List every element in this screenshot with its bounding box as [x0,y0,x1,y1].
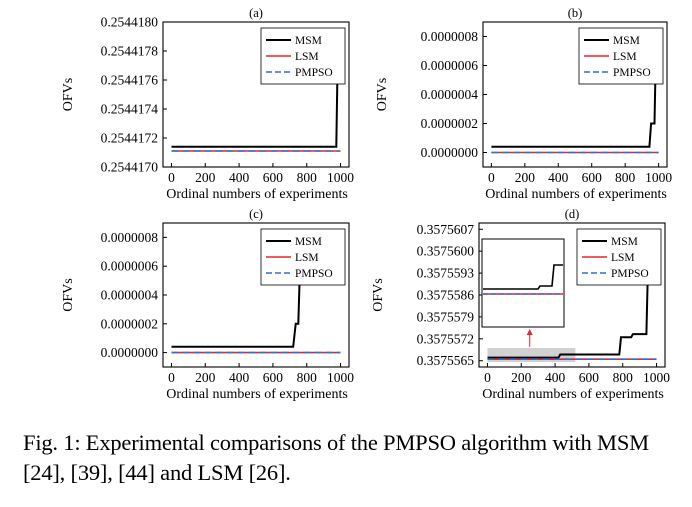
x-tick-label: 600 [263,170,284,185]
plot-frame [482,21,668,168]
x-axis-label: Ordinal numbers of experiments [485,187,667,202]
chart-panel: (d) 0 200 400 600 800 1000 0.3575565 0.3575572 0.… [371,207,670,402]
legend-label: PMPSO [611,268,649,280]
panel-label: (b) [568,6,583,20]
legend-label: MSM [295,236,322,248]
y-tick-label: 0.3575600 [417,244,475,259]
y-axis-label: OFVs [61,278,76,311]
x-axis-label: Ordinal numbers of experiments [166,387,348,402]
chart-panel: (c) 0 200 400 600 800 1000 0.0000000 0.0000002 0.… [61,207,354,402]
y-tick-label: 0.0000002 [101,316,158,331]
y-tick-label: 0.0000008 [101,230,159,245]
x-tick-label: 0 [168,370,175,385]
y-tick-label: 0.3575593 [417,266,475,281]
y-tick-label: 0.3575579 [417,309,475,324]
x-tick-label: 600 [579,370,600,385]
y-tick-label: 0.2544176 [101,73,159,88]
y-tick-label: 0.2544174 [101,102,159,117]
x-tick-label: 0 [488,170,495,185]
figure-canvas: (a) 0 200 400 600 800 1000 0.2544170 0.2544172 0.… [61,6,672,402]
zoom-arrow-head [526,329,533,335]
x-tick-label: 1000 [327,170,354,185]
x-tick-label: 1000 [327,370,354,385]
x-tick-label: 200 [511,370,532,385]
x-tick-label: 800 [297,170,318,185]
x-tick-label: 800 [297,370,318,385]
x-tick-label: 400 [229,370,250,385]
x-tick-label: 200 [195,170,216,185]
y-tick-label: 0.2544178 [101,44,159,59]
y-axis-label: OFVs [371,278,386,311]
inset-box [481,238,565,328]
y-tick-label: 0.2544180 [101,15,159,30]
x-axis-label: Ordinal numbers of experiments [482,387,664,402]
x-tick-label: 200 [515,170,536,185]
y-tick-label: 0.0000004 [421,87,479,102]
x-tick-label: 400 [229,170,250,185]
legend-label: PMPSO [295,67,333,79]
y-tick-label: 0.3575565 [417,353,475,368]
y-tick-label: 0.3575586 [417,288,475,303]
chart-panel: (b) 0 200 400 600 800 1000 0.0000000 0.0000002 0.… [375,6,672,202]
y-tick-label: 0.2544170 [101,160,159,175]
y-tick-label: 0.3575572 [417,331,474,346]
legend-label: LSM [611,252,635,264]
x-tick-label: 400 [548,170,569,185]
plot-frame [478,222,666,368]
legend-label: PMPSO [295,268,333,280]
legend-label: LSM [295,252,319,264]
y-axis-label: OFVs [375,78,390,111]
x-tick-label: 800 [615,170,636,185]
legend-label: PMPSO [613,67,651,79]
plot-frame [162,222,350,368]
y-tick-label: 0.0000004 [101,288,159,303]
x-tick-label: 200 [195,370,216,385]
x-tick-label: 0 [484,370,491,385]
y-tick-label: 0.3575607 [417,222,475,237]
plot-frame [162,21,350,168]
inset-msm-line [483,264,563,290]
x-axis-label: Ordinal numbers of experiments [166,187,348,202]
x-tick-label: 1000 [643,370,670,385]
y-tick-label: 0.0000000 [421,145,479,160]
y-tick-label: 0.0000006 [101,259,159,274]
x-tick-label: 400 [545,370,566,385]
legend-label: LSM [295,51,319,63]
legend-label: MSM [611,236,638,248]
panel-label: (d) [565,207,580,221]
x-tick-label: 800 [613,370,634,385]
y-tick-label: 0.0000006 [421,58,479,73]
legend-label: MSM [613,35,640,47]
x-tick-label: 0 [168,170,175,185]
x-tick-label: 600 [263,370,284,385]
legend-label: LSM [613,51,637,63]
legend-label: MSM [295,35,322,47]
y-tick-label: 0.2544172 [101,131,158,146]
x-tick-label: 1000 [645,170,672,185]
chart-panel: (a) 0 200 400 600 800 1000 0.2544170 0.2544172 0.… [61,6,354,202]
figure-caption: Fig. 1: Experimental comparisons of the … [23,430,649,485]
y-tick-label: 0.0000000 [101,345,159,360]
panel-label: (c) [249,207,263,221]
x-tick-label: 600 [582,170,603,185]
y-tick-label: 0.0000002 [421,116,478,131]
panel-label: (a) [249,6,263,20]
y-axis-label: OFVs [61,78,76,111]
y-tick-label: 0.0000008 [421,29,479,44]
